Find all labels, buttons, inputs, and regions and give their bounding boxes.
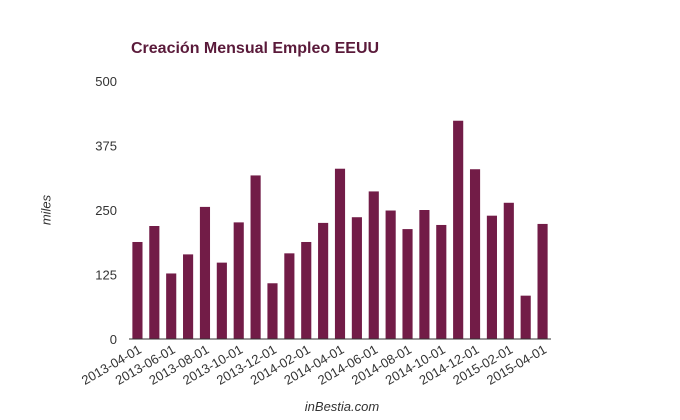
bar [453,120,464,339]
bar [284,253,295,339]
bar [368,191,379,339]
bar [351,217,362,339]
bar [436,224,447,339]
bar [334,168,346,339]
y-tick-label: 125 [95,268,117,283]
y-tick-label: 0 [110,332,117,347]
bar [503,202,514,339]
bar [537,223,548,339]
y-tick-label: 500 [95,74,117,89]
bar [419,210,430,339]
y-tick-label: 375 [95,139,117,154]
bar [250,175,261,339]
bar [216,262,227,339]
bar [385,210,396,339]
bar [132,241,143,339]
bar [402,229,413,339]
bars [132,120,548,339]
bar [267,283,278,339]
bar [469,169,481,339]
bar [486,215,497,339]
bar [301,241,312,339]
bar [166,273,177,339]
y-axis-ticks: 0 125 250 375 500 [95,74,117,347]
chart-title: Creación Mensual Empleo EEUU [131,40,380,57]
bar [199,206,211,339]
bar [149,226,160,339]
bar [520,295,531,339]
y-tick-label: 250 [95,203,117,218]
bar [183,254,194,339]
bar [233,222,244,339]
bar [318,222,329,339]
x-axis-label: inBestia.com [304,399,380,414]
x-axis-ticks: 2013-04-012013-06-012013-08-012013-10-01… [79,342,549,388]
